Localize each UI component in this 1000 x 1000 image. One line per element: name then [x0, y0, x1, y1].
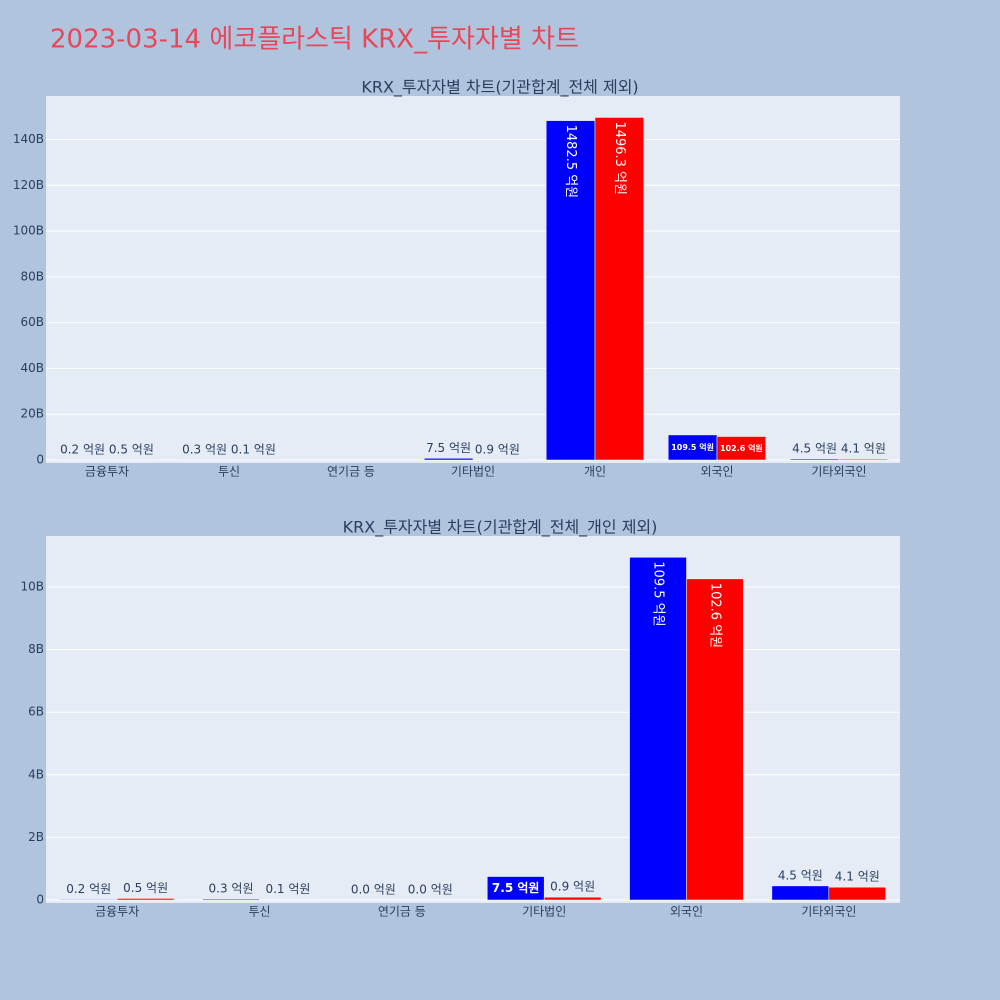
value-label: 7.5 억원 — [426, 441, 471, 455]
value-label: 0.0 억원 — [351, 883, 396, 897]
y-tick-label: 140B — [13, 132, 44, 146]
bar — [486, 876, 545, 901]
bar — [423, 458, 474, 461]
x-tick-label: 기타외국인 — [811, 465, 866, 479]
y-tick-label: 0 — [36, 453, 44, 467]
value-label: 0.9 억원 — [475, 442, 520, 456]
value-label: 7.5 억원 — [492, 881, 540, 895]
value-label: 4.5 억원 — [792, 441, 837, 455]
y-tick-label: 100B — [13, 224, 44, 238]
value-label: 0.5 억원 — [109, 442, 154, 456]
subplot: KRX_투자자별 차트(기관합계_전체 제외) 0 20B 40B 60B 80B 100B… — [13, 78, 900, 479]
y-tick-label: 60B — [20, 315, 44, 329]
value-label: 0.1 억원 — [231, 442, 276, 456]
x-tick-label: 기타외국인 — [801, 905, 856, 919]
value-label: 4.5 억원 — [778, 868, 823, 882]
bar — [629, 557, 687, 901]
y-tick-label: 6B — [28, 705, 44, 719]
bar — [202, 898, 260, 901]
x-tick-label: 외국인 — [670, 905, 703, 919]
bar — [828, 886, 887, 901]
bar — [716, 436, 767, 461]
value-label: 0.2 억원 — [60, 442, 105, 456]
y-tick-label: 20B — [20, 407, 44, 421]
plot-area — [46, 96, 900, 463]
bar — [771, 885, 830, 901]
chart-title: KRX_투자자별 차트(기관합계_전체 제외) — [361, 78, 638, 98]
value-label: 109.5 억원 — [671, 442, 714, 452]
x-tick-label: 연기금 등 — [378, 905, 426, 919]
value-label: 0.2 억원 — [66, 882, 111, 896]
y-tick-label: 0 — [36, 893, 44, 907]
x-tick-label: 금융투자 — [95, 905, 139, 919]
value-label: 0.1 억원 — [265, 882, 310, 896]
value-label: 1496.3 억원 — [612, 121, 627, 195]
value-label: 0.9 억원 — [550, 880, 595, 894]
value-label: 0.0 억원 — [408, 883, 453, 897]
y-tick-label: 2B — [28, 830, 44, 844]
x-tick-label: 투신 — [218, 465, 240, 479]
value-label: 0.3 억원 — [182, 442, 227, 456]
y-tick-label: 8B — [28, 642, 44, 656]
x-tick-label: 개인 — [584, 465, 606, 479]
bar — [838, 458, 889, 461]
bar — [543, 896, 602, 901]
value-label: 1482.5 억원 — [563, 125, 578, 199]
x-tick-label: 투신 — [248, 905, 270, 919]
y-tick-label: 120B — [13, 178, 44, 192]
x-tick-label: 외국인 — [700, 465, 733, 479]
chart-title: KRX_투자자별 차트(기관합계_전체_개인 제외) — [343, 518, 658, 538]
x-tick-label: 기타법인 — [522, 905, 566, 919]
bar — [59, 899, 118, 901]
bar — [789, 458, 840, 461]
value-label: 4.1 억원 — [835, 870, 880, 884]
value-label: 109.5 억원 — [651, 561, 666, 626]
value-label: 0.3 억원 — [209, 882, 254, 896]
bar — [116, 898, 175, 901]
y-tick-label: 10B — [20, 580, 44, 594]
bar — [545, 120, 596, 461]
y-tick-label: 80B — [20, 269, 44, 283]
x-tick-label: 기타법인 — [451, 465, 495, 479]
y-tick-label: 4B — [28, 767, 44, 781]
bar — [594, 117, 645, 461]
page-title: 2023-03-14 에코플라스틱 KRX_투자자별 차트 — [50, 25, 579, 55]
value-label: 102.6 억원 — [720, 443, 763, 453]
value-label: 102.6 억원 — [707, 583, 722, 648]
x-tick-label: 연기금 등 — [327, 465, 375, 479]
value-label: 0.5 억원 — [123, 881, 168, 895]
y-tick-label: 40B — [20, 361, 44, 375]
plot-area — [46, 536, 900, 903]
subplot: KRX_투자자별 차트(기관합계_전체_개인 제외) 0 2B 4B 6B 8B 10B 금융… — [20, 518, 900, 919]
value-label: 4.1 억원 — [841, 442, 886, 456]
bar — [686, 578, 744, 901]
x-tick-label: 금융투자 — [85, 465, 129, 479]
